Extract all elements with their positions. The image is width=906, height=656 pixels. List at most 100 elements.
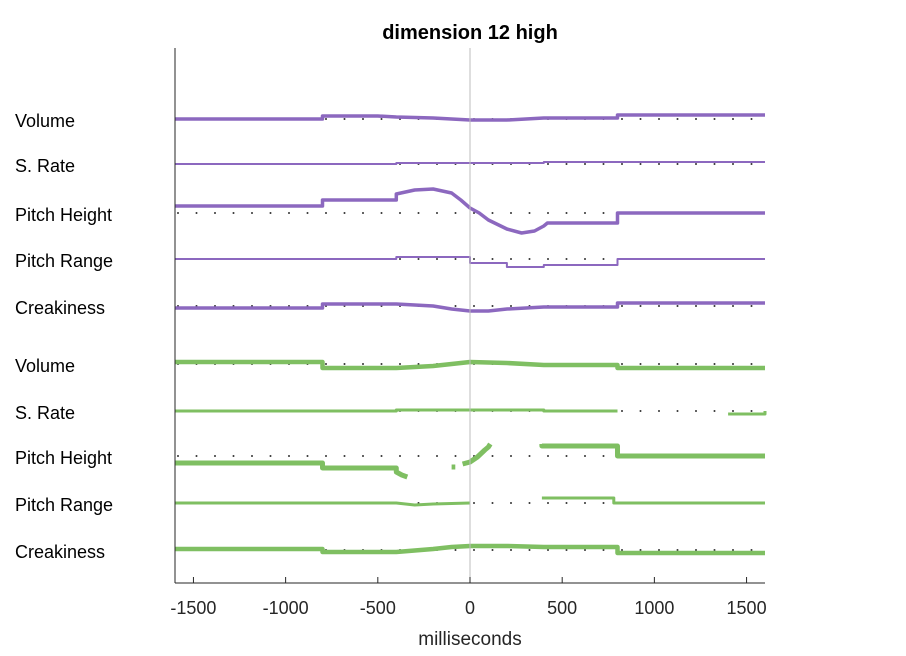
chart-rows: Volume S. Rate Pitch Height Pitch Range Crea… [15,111,767,562]
row-label: Pitch Height [15,448,112,468]
baseline-dot [676,118,679,120]
x-axis: -1500 -1000 -500 0 500 1000 1500 [170,48,767,618]
baseline-dot [436,258,438,260]
baseline-dot [750,118,753,120]
row-pitch-height-2: Pitch Height [15,187,765,235]
baseline-dot [584,549,586,551]
baseline-dot [325,118,327,120]
baseline-dot [713,363,716,365]
baseline-dot [380,118,383,120]
baseline-dot [473,212,475,214]
baseline-dot [565,455,568,457]
baseline-dot [436,455,438,457]
row-label: Pitch Height [15,205,112,225]
baseline-dot [602,163,605,165]
baseline-dot [621,410,623,412]
baseline-dot [288,212,290,214]
row-creakiness-4: Creakiness [15,298,765,318]
baseline-dot [362,363,364,365]
baseline-dot [565,163,568,165]
x-tick-label: 1000 [634,598,674,618]
baseline-dot [713,118,716,120]
baseline-dot [325,363,327,365]
baseline-dot [528,212,531,214]
baseline-dot [676,363,679,365]
baseline-dot [362,455,364,457]
baseline-dot [565,258,568,260]
baseline-dot [732,363,734,365]
baseline-dot [510,212,512,214]
baseline-dot [602,502,605,504]
x-tick-label: -1000 [263,598,309,618]
baseline-dot [639,549,642,551]
row-pitch-height-7: Pitch Height [15,442,765,480]
row-label: S. Rate [15,403,75,423]
row-volume-0: Volume [15,111,765,131]
series-line [175,501,471,507]
series-line [541,496,765,505]
baseline-dot [510,502,512,504]
series-line [175,359,765,371]
baseline-dot [602,549,605,551]
baseline-dot [695,163,697,165]
baseline-dot [528,549,531,551]
baseline-dot [473,549,475,551]
baseline-dot [695,410,697,412]
baseline-dot [417,258,420,260]
baseline-dot [639,305,642,307]
baseline-dot [565,549,568,551]
baseline-dot [750,163,753,165]
baseline-dot [547,455,549,457]
baseline-dot [362,212,364,214]
baseline-dot [473,258,475,260]
baseline-dot [528,455,531,457]
baseline-dot [491,258,494,260]
baseline-dot [547,258,549,260]
baseline-dot [547,502,549,504]
baseline-dot [232,455,235,457]
baseline-dot [695,118,697,120]
baseline-dot [195,455,198,457]
baseline-dot [417,455,420,457]
row-label: Creakiness [15,298,105,318]
baseline-dot [491,455,494,457]
baseline-dot [658,363,660,365]
baseline-dot [639,118,642,120]
baseline-dot [306,212,309,214]
baseline-dot [584,455,586,457]
baseline-dot [380,455,383,457]
row-label: Creakiness [15,542,105,562]
row-s-rate-6: S. Rate [15,403,767,423]
row-label: S. Rate [15,156,75,176]
baseline-dot [676,163,679,165]
baseline-dot [454,455,457,457]
baseline-dot [639,363,642,365]
x-tick-label: 0 [465,598,475,618]
baseline-dot [565,502,568,504]
baseline-dot [658,410,660,412]
baseline-dot [695,363,697,365]
baseline-dot [491,212,494,214]
series-line [539,443,765,459]
baseline-dot [325,212,327,214]
baseline-dot [639,410,642,412]
row-volume-5: Volume [15,356,765,376]
baseline-dot [325,455,327,457]
row-label: Pitch Range [15,495,113,515]
baseline-dot [343,118,346,120]
baseline-dot [362,118,364,120]
row-pitch-range-8: Pitch Range [15,495,765,515]
baseline-dot [695,305,697,307]
baseline-dot [750,410,753,412]
baseline-dot [473,502,475,504]
baseline-dot [177,455,179,457]
baseline-dot [417,212,420,214]
baseline-dot [565,212,568,214]
series-line [175,460,409,480]
baseline-dot [713,410,716,412]
baseline-dot [214,212,216,214]
baseline-dot [621,363,623,365]
x-tick-label: 500 [547,598,577,618]
baseline-dot [232,212,235,214]
